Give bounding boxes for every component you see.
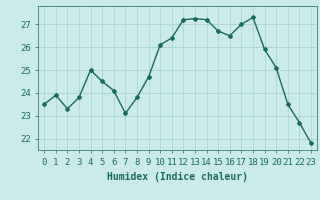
- X-axis label: Humidex (Indice chaleur): Humidex (Indice chaleur): [107, 172, 248, 182]
